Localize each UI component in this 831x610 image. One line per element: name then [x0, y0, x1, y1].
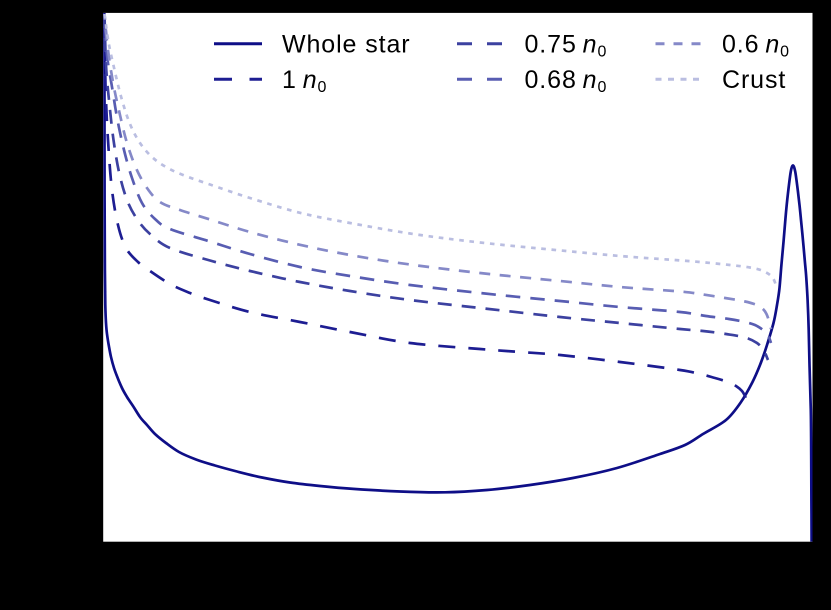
svg-text:0.75 n0: 0.75 n0 — [525, 30, 608, 60]
svg-text:Crust: Crust — [722, 66, 786, 94]
svg-text:0.68 n0: 0.68 n0 — [525, 66, 608, 96]
svg-text:Whole star: Whole star — [282, 30, 410, 58]
svg-text:1 n0: 1 n0 — [282, 66, 327, 96]
svg-text:0.6 n0: 0.6 n0 — [722, 30, 790, 60]
